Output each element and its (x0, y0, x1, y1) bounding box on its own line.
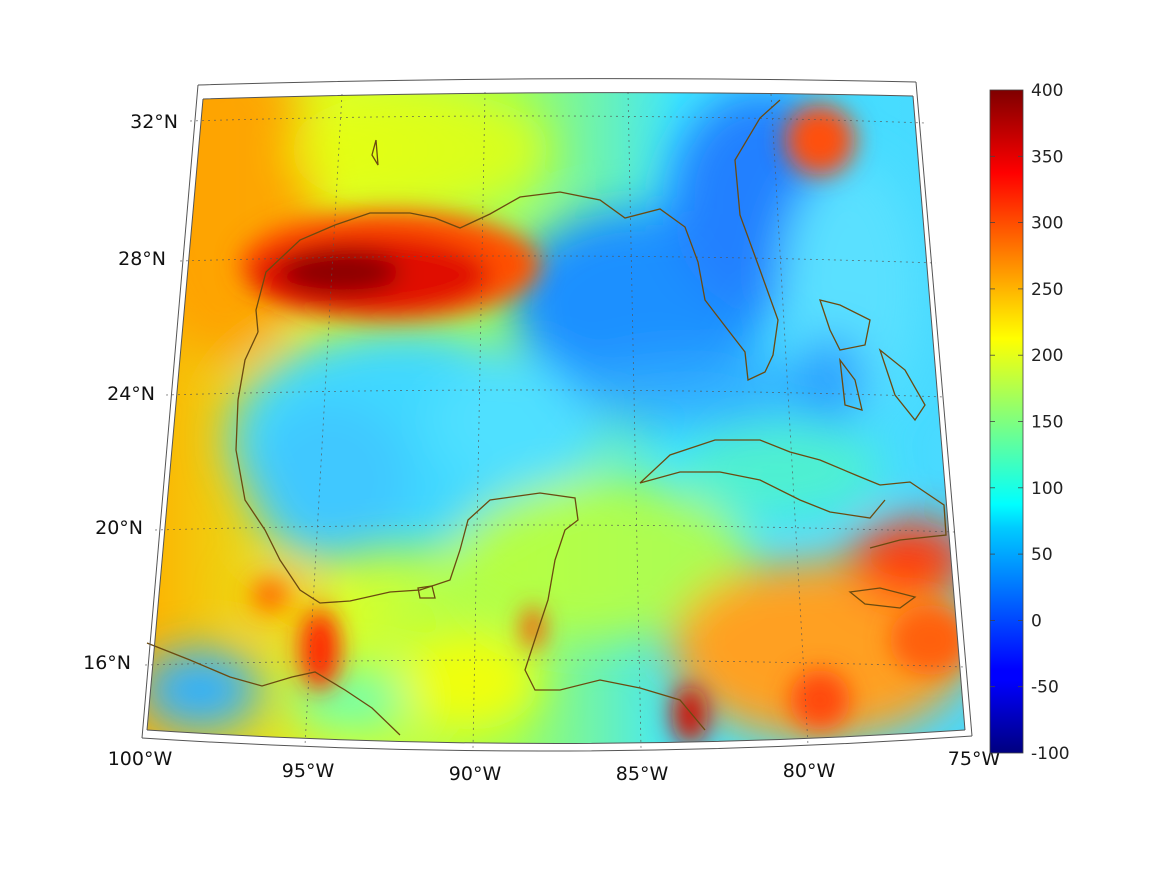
lat-label-28n: 28°N (118, 248, 166, 270)
lat-label-20n: 20°N (95, 517, 143, 539)
coastline-island (417, 585, 436, 599)
lat-label-32n: 32°N (130, 111, 178, 133)
coastline-hispaniola (869, 481, 947, 549)
lon-label-80w: 80°W (783, 760, 836, 782)
lon-label-75w: 75°W (948, 748, 1001, 770)
meridian-95w (304, 93, 343, 746)
parallel-24n (165, 389, 946, 398)
colorbar-label: -100 (1031, 744, 1070, 764)
coastline-bahamas-1 (819, 299, 871, 351)
lon-label-90w: 90°W (449, 763, 502, 785)
lon-labels: 100°W 95°W 90°W 85°W 80°W 75°W (108, 748, 1001, 785)
colorbar-label: 200 (1031, 346, 1063, 366)
colorbar-label: 400 (1031, 81, 1063, 101)
map-frame (141, 78, 973, 752)
coastline-cuba-south (639, 471, 886, 519)
meridian-85w (627, 91, 642, 749)
lon-label-85w: 85°W (616, 763, 669, 785)
colorbar-label: -50 (1031, 678, 1059, 698)
lat-label-24n: 24°N (107, 383, 155, 405)
parallel-32n (189, 115, 926, 124)
coastline-pacific-mexico (146, 642, 401, 736)
colorbar-label: 100 (1031, 479, 1063, 499)
coastline-lake (371, 139, 379, 166)
graticule (144, 91, 966, 749)
colorbar-label: 250 (1031, 280, 1063, 300)
coastline-bahamas-3 (878, 348, 926, 422)
colorbar-label: 300 (1031, 214, 1063, 234)
field-layer (147, 92, 965, 744)
colorbar: 400 350 300 250 200 150 100 50 0 -50 -100 (989, 81, 1070, 764)
colorbar-label: 350 (1031, 147, 1063, 167)
coastline-us-gulf-florida (255, 99, 781, 381)
colorbar-label: 150 (1031, 413, 1063, 433)
meridian-80w (770, 93, 809, 746)
lon-label-100w: 100°W (108, 748, 173, 770)
coastline-jamaica (848, 587, 917, 609)
coastlines (146, 99, 947, 736)
colorbar-label: 50 (1031, 545, 1053, 565)
meridian-90w (472, 91, 486, 749)
colorbar-label: 0 (1031, 611, 1042, 631)
parallel-20n (154, 524, 956, 533)
coastline-cuba-north (639, 439, 881, 486)
lon-label-95w: 95°W (282, 760, 335, 782)
coastline-bahamas-2 (839, 357, 863, 411)
parallel-28n (179, 255, 937, 264)
lat-labels: 32°N 28°N 24°N 20°N 16°N (83, 111, 178, 674)
parallel-16n (144, 659, 966, 668)
coastline-mexico-yucatan (235, 331, 706, 731)
lat-label-16n: 16°N (83, 652, 131, 674)
